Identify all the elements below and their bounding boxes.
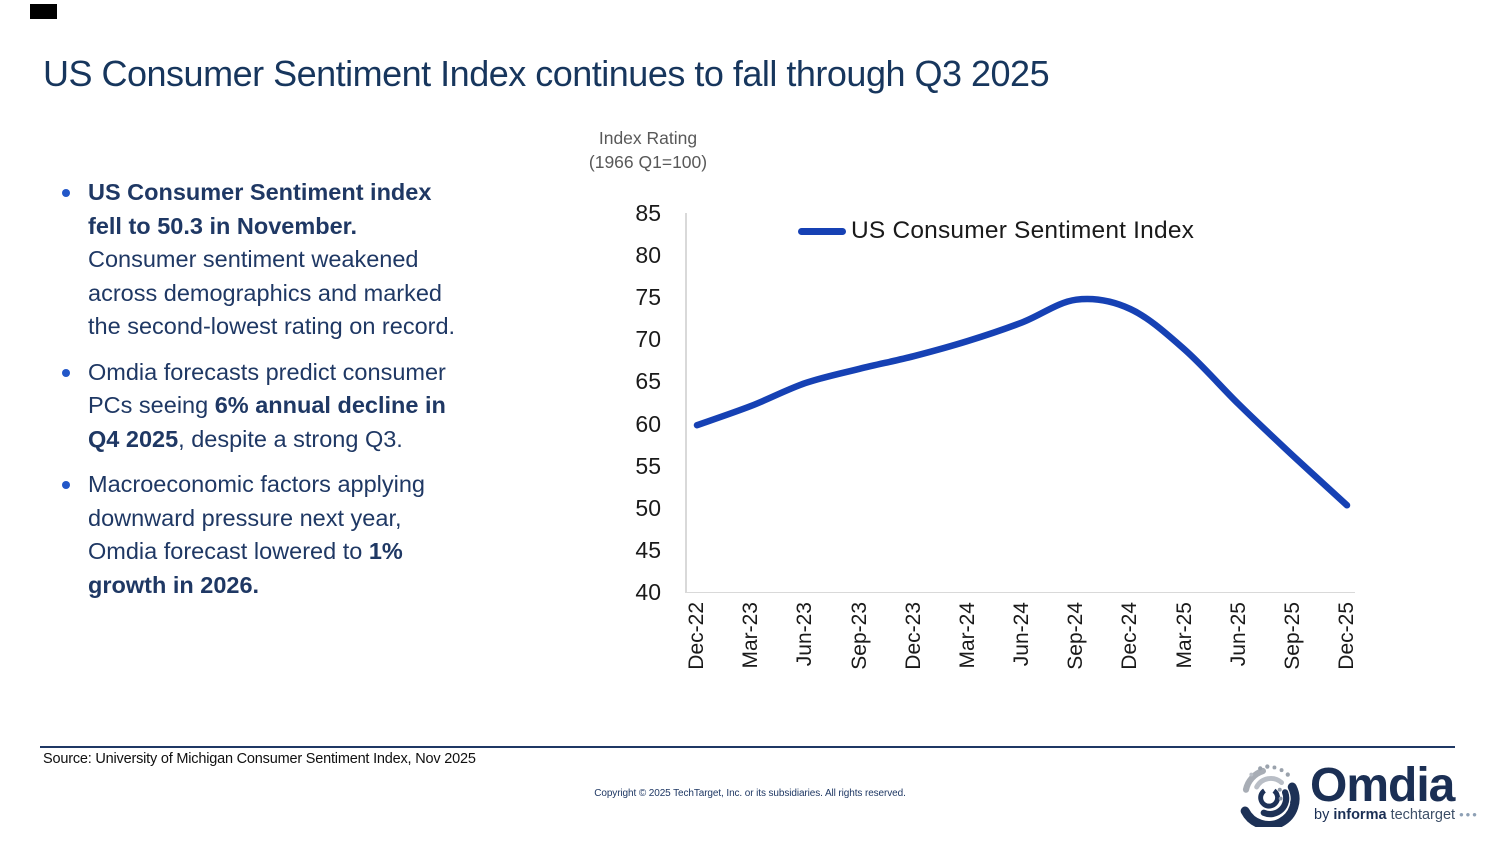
x-tick-label: Jun-25 (1226, 602, 1250, 667)
omdia-tagline: by informa techtarget ••• (1314, 807, 1479, 823)
bullet-item: US Consumer Sentiment index fell to 50.3… (62, 176, 462, 344)
x-tick-label: Mar-24 (955, 602, 979, 669)
bullet-dot (62, 368, 70, 377)
bullet-list: US Consumer Sentiment index fell to 50.3… (62, 176, 462, 614)
footer-divider (40, 746, 1455, 748)
bullet-text: Omdia forecasts predict consumer PCs see… (88, 358, 446, 452)
tagline-by: by (1314, 807, 1330, 823)
tagline-techtarget: techtarget (1390, 807, 1456, 823)
y-axis-line (685, 213, 687, 593)
copyright-note: Copyright © 2025 TechTarget, Inc. or its… (594, 788, 906, 799)
bullet-item: Omdia forecasts predict consumer PCs see… (62, 356, 462, 457)
x-tick-label: Sep-25 (1280, 602, 1304, 670)
x-axis-line (685, 591, 1355, 593)
y-tick-label: 55 (635, 452, 661, 479)
x-tick-label: Jun-23 (793, 602, 817, 667)
omdia-wordmark: Omdia (1310, 759, 1455, 812)
omdia-logo: Omdia by informa techtarget ••• (1238, 759, 1477, 828)
x-tick-label: Dec-25 (1335, 602, 1358, 670)
y-tick-label: 80 (635, 242, 661, 269)
x-tick-label: Mar-25 (1172, 602, 1196, 669)
consumer-sentiment-chart: Index Rating (1966 Q1=100) 85 80 75 70 65 60 5… (560, 115, 1370, 730)
bullet-text: Macroeconomic factors applying downward … (88, 471, 425, 598)
y-tick-label: 65 (635, 368, 661, 395)
slide-title: US Consumer Sentiment Index continues to… (43, 53, 1050, 94)
y-axis-title: Index Rating (1966 Q1=100) (560, 126, 736, 174)
y-tick-label: 70 (635, 326, 661, 353)
omdia-logo-icon (1240, 764, 1300, 827)
x-tick-label: Mar-23 (739, 602, 763, 669)
legend-line-swatch (798, 227, 846, 235)
bullet-item: Macroeconomic factors applying downward … (62, 468, 462, 602)
sentiment-line-series (693, 295, 1351, 509)
chart-legend: US Consumer Sentiment Index (798, 215, 1194, 247)
x-tick-label: Dec-23 (901, 602, 925, 670)
source-note: Source: University of Michigan Consumer … (43, 751, 476, 767)
x-tick-label: Dec-24 (1118, 602, 1142, 670)
bullet-dot (62, 189, 70, 197)
x-tick-label: Jun-24 (1010, 602, 1033, 667)
y-tick-label: 60 (635, 410, 661, 437)
tagline-informa: informa (1333, 807, 1387, 823)
y-tick-label: 75 (635, 284, 661, 311)
x-tick-label: Sep-23 (847, 602, 871, 670)
line-plot (693, 295, 1351, 509)
y-tick-label: 50 (635, 494, 661, 521)
y-tick-label: 40 (635, 579, 661, 605)
y-tick-label: 45 (635, 536, 661, 563)
tagline-dots: ••• (1459, 807, 1479, 822)
legend-label: US Consumer Sentiment Index (851, 217, 1195, 244)
bullet-text: US Consumer Sentiment index fell to 50.3… (88, 179, 456, 339)
y-axis-title-line2: (1966 Q1=100) (588, 152, 708, 172)
x-tick-label: Dec-22 (685, 602, 708, 670)
bullet-dot (62, 481, 70, 489)
y-axis-title-line1: Index Rating (598, 128, 698, 148)
slide-corner-marker (30, 4, 57, 19)
y-tick-label: 85 (635, 200, 661, 226)
x-tick-label: Sep-24 (1064, 602, 1088, 670)
